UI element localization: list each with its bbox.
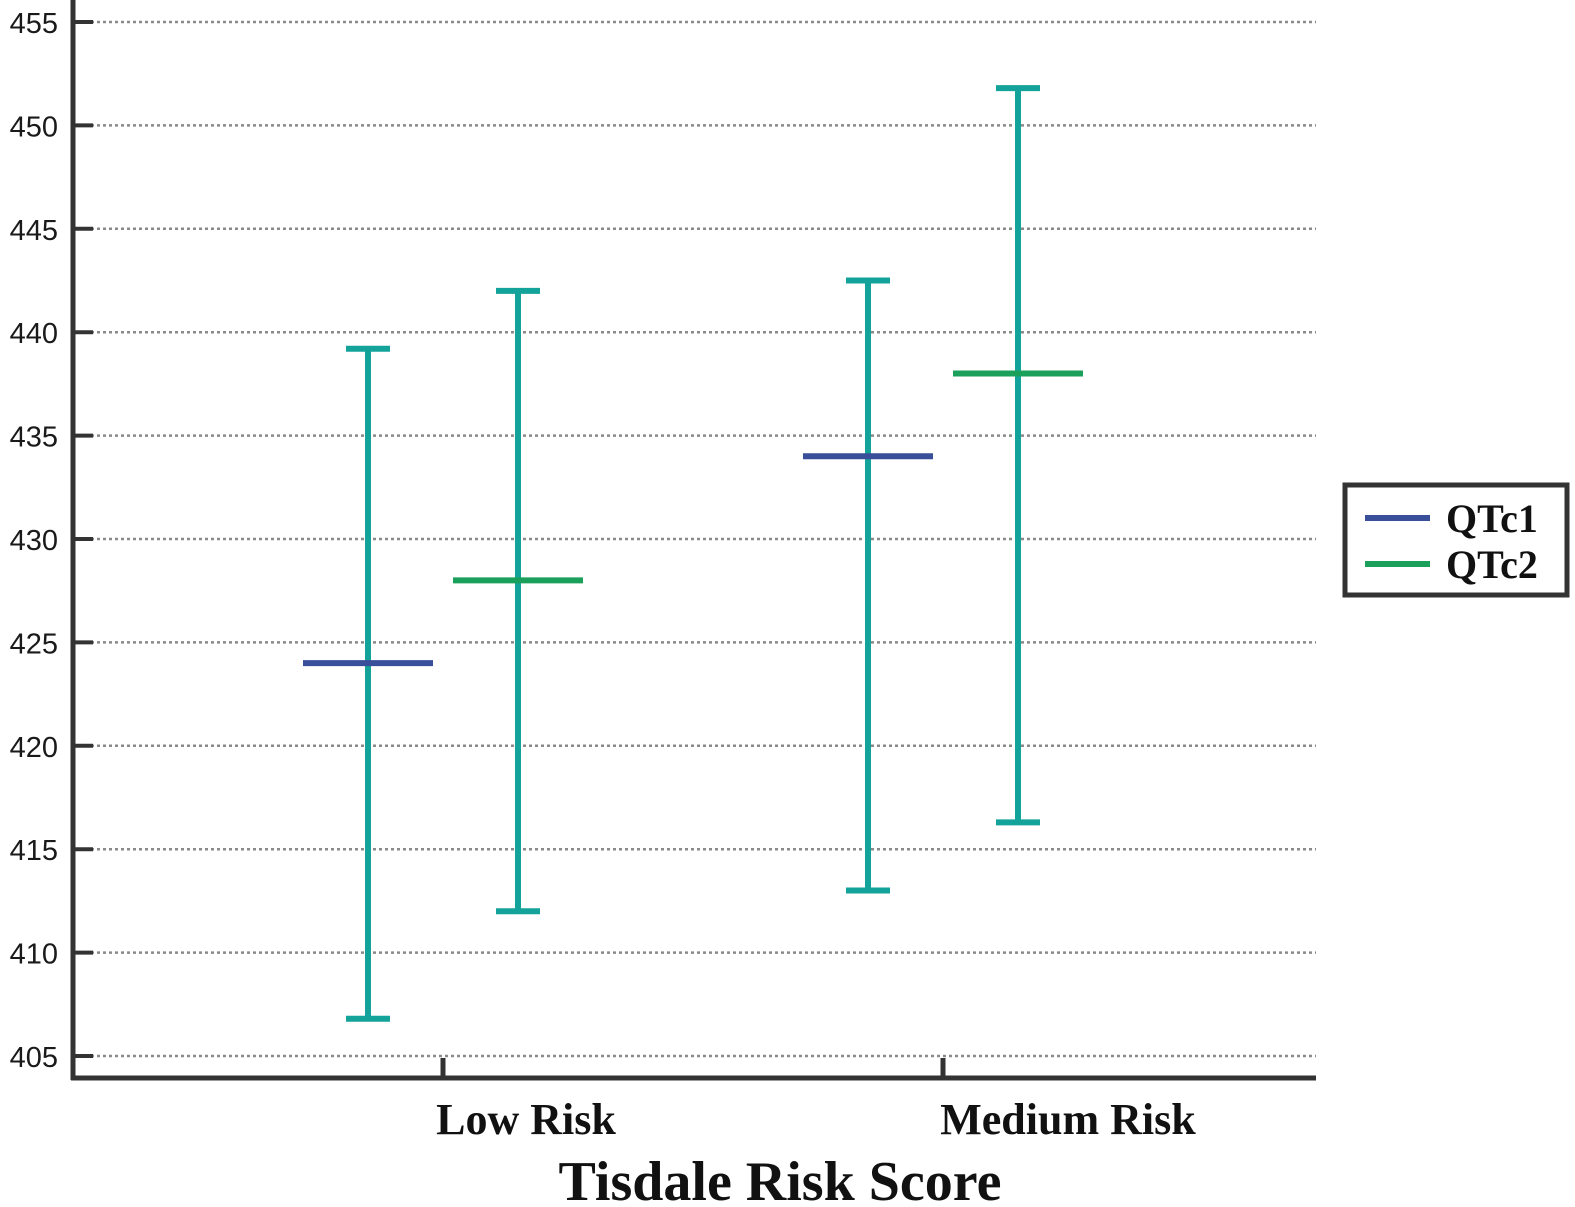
legend-label: QTc1 — [1446, 496, 1538, 541]
legend-box — [1342, 482, 1570, 598]
y-tick-label: 445 — [10, 215, 58, 247]
y-tick-label: 420 — [10, 732, 58, 764]
axes — [70, 0, 1316, 1081]
x-axis-title: Tisdale Risk Score — [559, 1151, 1002, 1207]
y-tick-label: 440 — [10, 318, 58, 350]
y-tick-label: 450 — [10, 111, 58, 143]
y-tick-label: 455 — [10, 8, 58, 40]
x-axis-categories: Low Risk Medium Risk — [436, 1095, 1196, 1144]
errorbar-QTc1-low-risk — [303, 345, 433, 1022]
y-tick-label: 435 — [10, 422, 58, 454]
legend-label: QTc2 — [1446, 542, 1538, 587]
gridlines — [73, 20, 1316, 1058]
error-bars — [303, 85, 1083, 1022]
x-category-label: Low Risk — [436, 1095, 616, 1144]
y-axis-ticks: 405 410 415 420 425 430 435 440 445 450 455 — [10, 8, 93, 1074]
y-tick-label: 405 — [10, 1042, 58, 1074]
errorbar-QTc2-low-risk — [453, 287, 583, 915]
errorbar-QTc2-medium-risk — [953, 85, 1083, 826]
y-tick-label: 410 — [10, 939, 58, 971]
y-tick-label: 430 — [10, 525, 58, 557]
y-tick-label: 425 — [10, 628, 58, 660]
x-category-label: Medium Risk — [940, 1095, 1196, 1144]
y-tick-label: 415 — [10, 835, 58, 867]
errorbar-QTc1-medium-risk — [803, 277, 933, 894]
